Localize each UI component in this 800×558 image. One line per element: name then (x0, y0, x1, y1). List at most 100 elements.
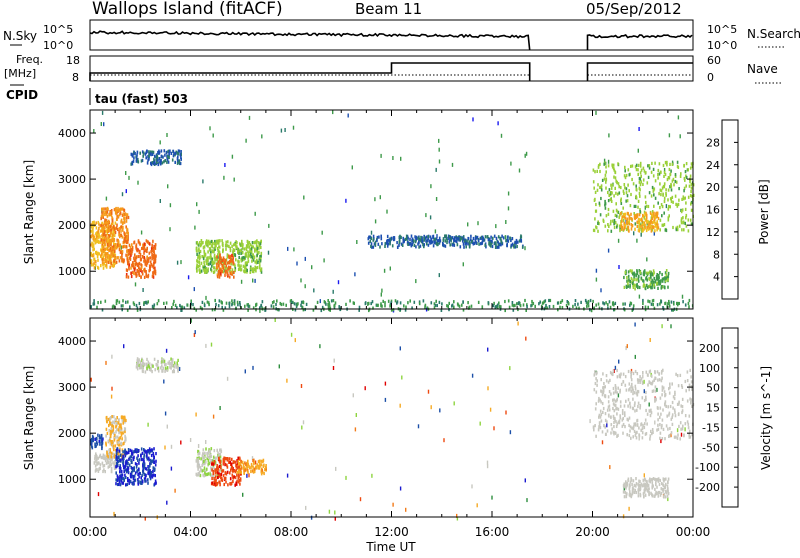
power-speckle (608, 160, 609, 164)
velocity-speckle (305, 506, 306, 510)
noise-tick-bottom-left: 10^0 (43, 39, 73, 52)
velocity-speckle (335, 467, 336, 471)
nsky-trace-after-gap (588, 35, 693, 50)
velocity-speckle (480, 422, 481, 426)
power-speckle (400, 157, 401, 161)
power-echo-region-3 (130, 149, 182, 166)
power-speckle (463, 262, 464, 266)
velocity-echo-region-0 (90, 434, 104, 451)
velocity-speckle (670, 324, 671, 328)
velocity-speckle (205, 440, 206, 444)
freq-trace (90, 63, 530, 81)
power-speckle (223, 176, 224, 180)
velocity-speckle (505, 411, 506, 415)
velocity-speckle (211, 343, 212, 347)
power-speckle (338, 280, 339, 284)
power-speckle (425, 213, 426, 217)
velocity-echo-region-3 (115, 447, 157, 486)
power-speckle (380, 154, 381, 158)
power-speckle (436, 168, 437, 172)
power-speckle (439, 273, 440, 277)
power-speckle (608, 133, 609, 137)
power-speckle (435, 229, 436, 233)
power-speckle (245, 139, 246, 143)
power-speckle (323, 258, 324, 262)
cpid-label: CPID (6, 88, 38, 102)
power-speckle (167, 184, 168, 188)
velocity-speckle (443, 438, 444, 442)
velocity-speckle (245, 369, 246, 373)
velocity-speckle (477, 503, 478, 507)
time-tick-label: 00:00 (73, 525, 108, 539)
power-speckle (135, 282, 136, 286)
power-echo-region-9 (623, 269, 669, 291)
velocity-speckle (291, 333, 292, 337)
power-speckle (618, 265, 619, 269)
velocity-speckle (400, 346, 401, 350)
power-speckle (169, 227, 170, 231)
power-colorbar-tick: 8 (713, 248, 720, 261)
power-speckle (202, 179, 203, 183)
velocity-speckle (418, 424, 419, 428)
power-speckle (311, 265, 312, 269)
velocity-echo-region-8 (593, 369, 694, 441)
velocity-speckle (219, 406, 220, 410)
date-title: 05/Sep/2012 (586, 0, 682, 18)
power-speckle (356, 240, 357, 244)
velocity-colorbar-tick: 200 (699, 342, 720, 355)
power-ytick-label: 3000 (58, 173, 86, 186)
power-colorbar-tick: 12 (706, 226, 720, 239)
power-speckle (477, 221, 478, 225)
time-tick-label: 04:00 (173, 525, 208, 539)
velocity-speckle (634, 323, 635, 327)
freq-unit-label: [MHz] (4, 67, 36, 80)
velocity-speckle (517, 322, 518, 326)
power-speckle (524, 246, 525, 250)
power-speckle (254, 279, 255, 283)
velocity-speckle (525, 337, 526, 341)
power-speckle (595, 111, 596, 115)
power-speckle (268, 224, 269, 228)
power-speckle (141, 231, 142, 235)
power-colorbar-tick: 16 (706, 204, 720, 217)
velocity-colorbar-tick: 50 (706, 382, 720, 395)
velocity-speckle (356, 413, 357, 417)
power-speckle (170, 203, 171, 207)
velocity-speckle (385, 398, 386, 402)
power-speckle (371, 231, 372, 235)
power-speckle (320, 299, 321, 303)
velocity-speckle (246, 474, 247, 478)
power-speckle (495, 224, 496, 228)
power-speckle (439, 148, 440, 152)
velocity-speckle (684, 427, 685, 431)
power-speckle (166, 133, 167, 137)
power-speckle (313, 288, 314, 292)
noise-strip: N.Sky 10^5 10^0 10^5 10^0 N.Search (3, 20, 800, 52)
velocity-speckle (401, 376, 402, 380)
power-speckle (639, 295, 640, 299)
freq-trace-after-gap (588, 63, 694, 81)
velocity-speckle (487, 348, 488, 352)
velocity-speckle (623, 514, 624, 518)
power-speckle (102, 111, 103, 115)
power-ytick-label: 4000 (58, 127, 86, 140)
power-speckle (348, 114, 349, 118)
power-speckle (252, 279, 253, 283)
velocity-speckle (287, 474, 288, 478)
power-speckle (142, 288, 143, 292)
freq-label: Freq. (16, 53, 43, 66)
power-speckle (137, 181, 138, 185)
velocity-speckle (255, 461, 256, 465)
velocity-speckle (644, 389, 645, 393)
velocity-speckle (625, 346, 626, 350)
velocity-echo-region-9 (623, 477, 670, 499)
velocity-echo-region-1 (94, 452, 117, 474)
velocity-speckle (392, 503, 393, 507)
power-speckle (636, 239, 637, 243)
power-speckle (682, 295, 683, 299)
power-ytick-label: 1000 (58, 265, 86, 278)
